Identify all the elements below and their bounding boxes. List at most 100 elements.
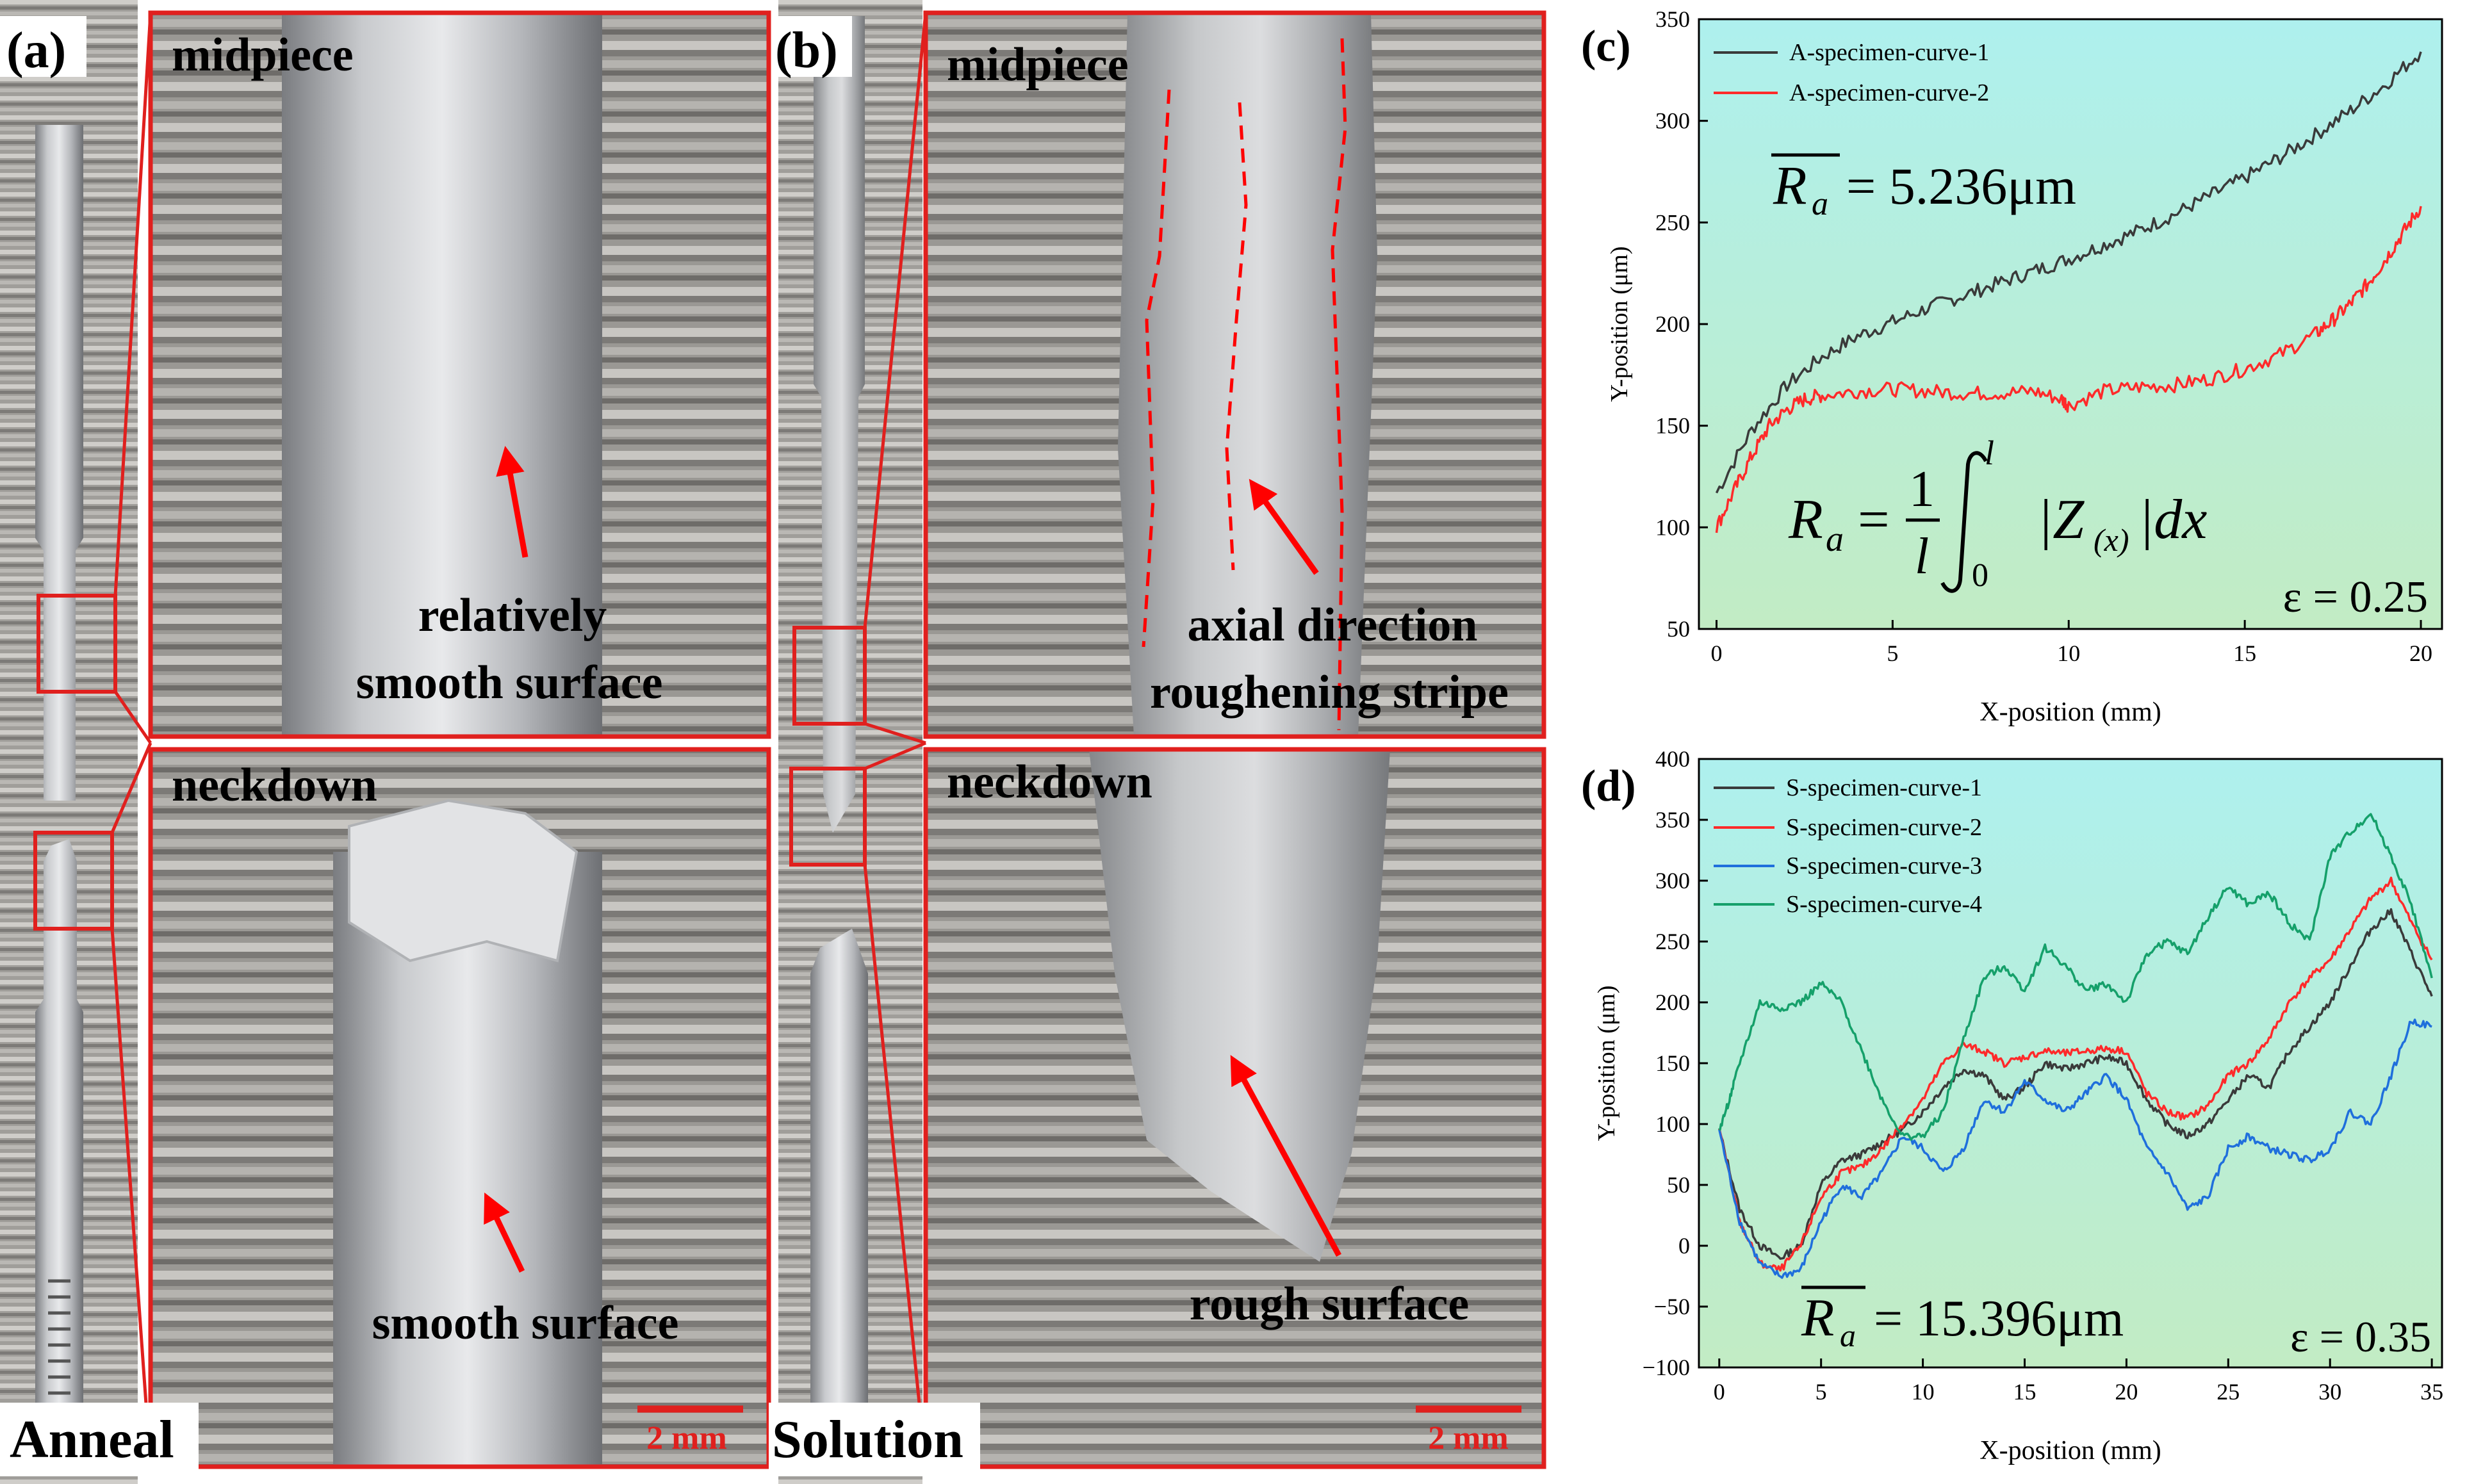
legend-label: S-specimen-curve-1 (1786, 774, 1982, 801)
y-tick-label: 300 (1655, 108, 1690, 134)
svg-text:a: a (1826, 519, 1844, 559)
series-line-1 (1715, 51, 2422, 494)
legend: S-specimen-curve-1 S-specimen-curve-2 S-… (1714, 774, 1982, 918)
panel-a-bottom-region-label: neckdown (172, 759, 377, 811)
y-tick-label: 350 (1655, 807, 1690, 833)
strain-label: ε = 0.35 (2290, 1312, 2431, 1361)
panel-a-bottom-annotation: smooth surface (372, 1297, 679, 1349)
y-axis-label: Y-position (μm) (1606, 246, 1633, 402)
panel-a-top-arrow (496, 446, 529, 558)
x-tick-label: 5 (1887, 640, 1898, 666)
panel-b-bottom-region-label: neckdown (947, 756, 1152, 808)
panel-b (778, 0, 1546, 1484)
tick-marks (1699, 18, 2422, 630)
panel-b-tag: (b) (775, 22, 838, 79)
series-line-4 (1718, 813, 2433, 1141)
svg-text:a: a (1812, 186, 1828, 222)
y-tick-label: −100 (1643, 1355, 1690, 1380)
x-tick-label: 10 (1912, 1379, 1935, 1405)
mean-roughness-annotation: R a = 15.396μm (1801, 1285, 2124, 1353)
series-line-2 (1718, 876, 2433, 1272)
series-lines (1718, 813, 2433, 1279)
panel-b-zoom-box-top (792, 626, 867, 726)
y-tick-label: 250 (1655, 209, 1690, 235)
panel-b-bottom-annotation: rough surface (1190, 1278, 1469, 1330)
svg-text:R: R (1801, 1288, 1834, 1348)
legend-label: A-specimen-curve-1 (1789, 39, 1989, 66)
svg-text:1: 1 (1909, 461, 1935, 518)
svg-text:l: l (1915, 528, 1929, 585)
y-tick-label: 150 (1655, 1050, 1690, 1076)
y-tick-label: 150 (1655, 413, 1690, 439)
series-lines (1715, 51, 2422, 534)
panel-b-top-arrow (1249, 478, 1319, 575)
panel-a-zoom-top (148, 10, 771, 739)
svg-text:0: 0 (1972, 557, 1988, 594)
y-tick-label: 100 (1655, 514, 1690, 540)
specimen-neckdown (1089, 749, 1390, 1262)
x-tick-label: 0 (1710, 640, 1722, 666)
strain-label: ε = 0.25 (2283, 573, 2428, 622)
y-tick-label: 250 (1655, 929, 1690, 954)
svg-text:R: R (1773, 154, 1807, 216)
legend-label: S-specimen-curve-2 (1786, 814, 1982, 841)
y-tick-label: 100 (1655, 1111, 1690, 1137)
x-tick-labels: 0 5 10 15 20 (1710, 640, 2432, 666)
svg-text:R: R (1788, 489, 1823, 551)
series-line-2 (1715, 206, 2422, 534)
x-tick-labels: 0 5 10 15 20 25 30 35 (1714, 1379, 2443, 1405)
specimen-midpiece (282, 13, 602, 737)
y-tick-label: 200 (1655, 311, 1690, 337)
panel-a-condition-label: Anneal (10, 1410, 174, 1469)
x-axis-label: X-position (mm) (1979, 697, 2161, 727)
panel-a-specimen-upper (35, 125, 83, 801)
plot-area (1698, 18, 2443, 630)
series-line-1 (1718, 908, 2433, 1260)
svg-text:=: = (1858, 489, 1890, 551)
panel-a-zoom-box-bottom (33, 831, 114, 931)
specimen-midpiece (1118, 13, 1377, 737)
legend-label: S-specimen-curve-3 (1786, 852, 1982, 879)
x-tick-label: 25 (2217, 1379, 2240, 1405)
series-line-3 (1718, 1018, 2432, 1279)
panel-b-scale-bar-label: 2 mm (1428, 1420, 1509, 1456)
legend-label: S-specimen-curve-4 (1786, 891, 1982, 918)
panel-b-condition-label: Solution (772, 1410, 963, 1469)
y-tick-label: 50 (1667, 1172, 1690, 1198)
x-tick-label: 30 (2318, 1379, 2341, 1405)
y-tick-label: 50 (1667, 616, 1690, 642)
x-tick-label: 0 (1714, 1379, 1725, 1405)
panel-b-zoom-box-bottom (789, 767, 867, 867)
panel-a-thread-marks (48, 1279, 70, 1395)
svg-text:|dx: |dx (2138, 489, 2207, 551)
panel-b-bottom-arrow (1230, 1055, 1341, 1257)
panel-b-top-annotation-line2: roughening stripe (1150, 666, 1509, 719)
panel-b-zoom-bottom (923, 747, 1546, 1469)
plot-area (1698, 758, 2443, 1369)
panel-a-specimen-lower (35, 839, 83, 1454)
panel-b-zoom-top (923, 10, 1546, 739)
roughening-stripe-lines (1142, 38, 1347, 731)
y-tick-labels: 50 100 150 200 250 300 350 (1655, 6, 1690, 642)
panel-a-zoom-box-top (37, 594, 117, 694)
y-tick-label: −50 (1654, 1294, 1690, 1319)
svg-text:= 5.236μm: = 5.236μm (1846, 157, 2076, 215)
svg-text:|Z: |Z (2037, 489, 2085, 551)
y-axis-label: Y-position (μm) (1593, 985, 1620, 1141)
panel-a (0, 0, 771, 1484)
legend-label: A-specimen-curve-2 (1789, 79, 1989, 106)
svg-text:= 15.396μm: = 15.396μm (1874, 1291, 2124, 1347)
panel-a-top-annotation-line2: smooth surface (356, 656, 663, 709)
panel-c-tag: (c) (1581, 22, 1631, 71)
x-tick-label: 10 (2057, 640, 2080, 666)
y-tick-label: 350 (1655, 6, 1690, 32)
y-tick-label: 200 (1655, 990, 1690, 1015)
svg-text:(x): (x) (2094, 522, 2129, 558)
panel-a-top-region-label: midpiece (172, 29, 354, 81)
panel-d-tag: (d) (1581, 762, 1636, 811)
y-tick-label: 300 (1655, 868, 1690, 893)
panel-a-top-annotation-line1: relatively (418, 589, 607, 642)
x-tick-label: 20 (2115, 1379, 2138, 1405)
